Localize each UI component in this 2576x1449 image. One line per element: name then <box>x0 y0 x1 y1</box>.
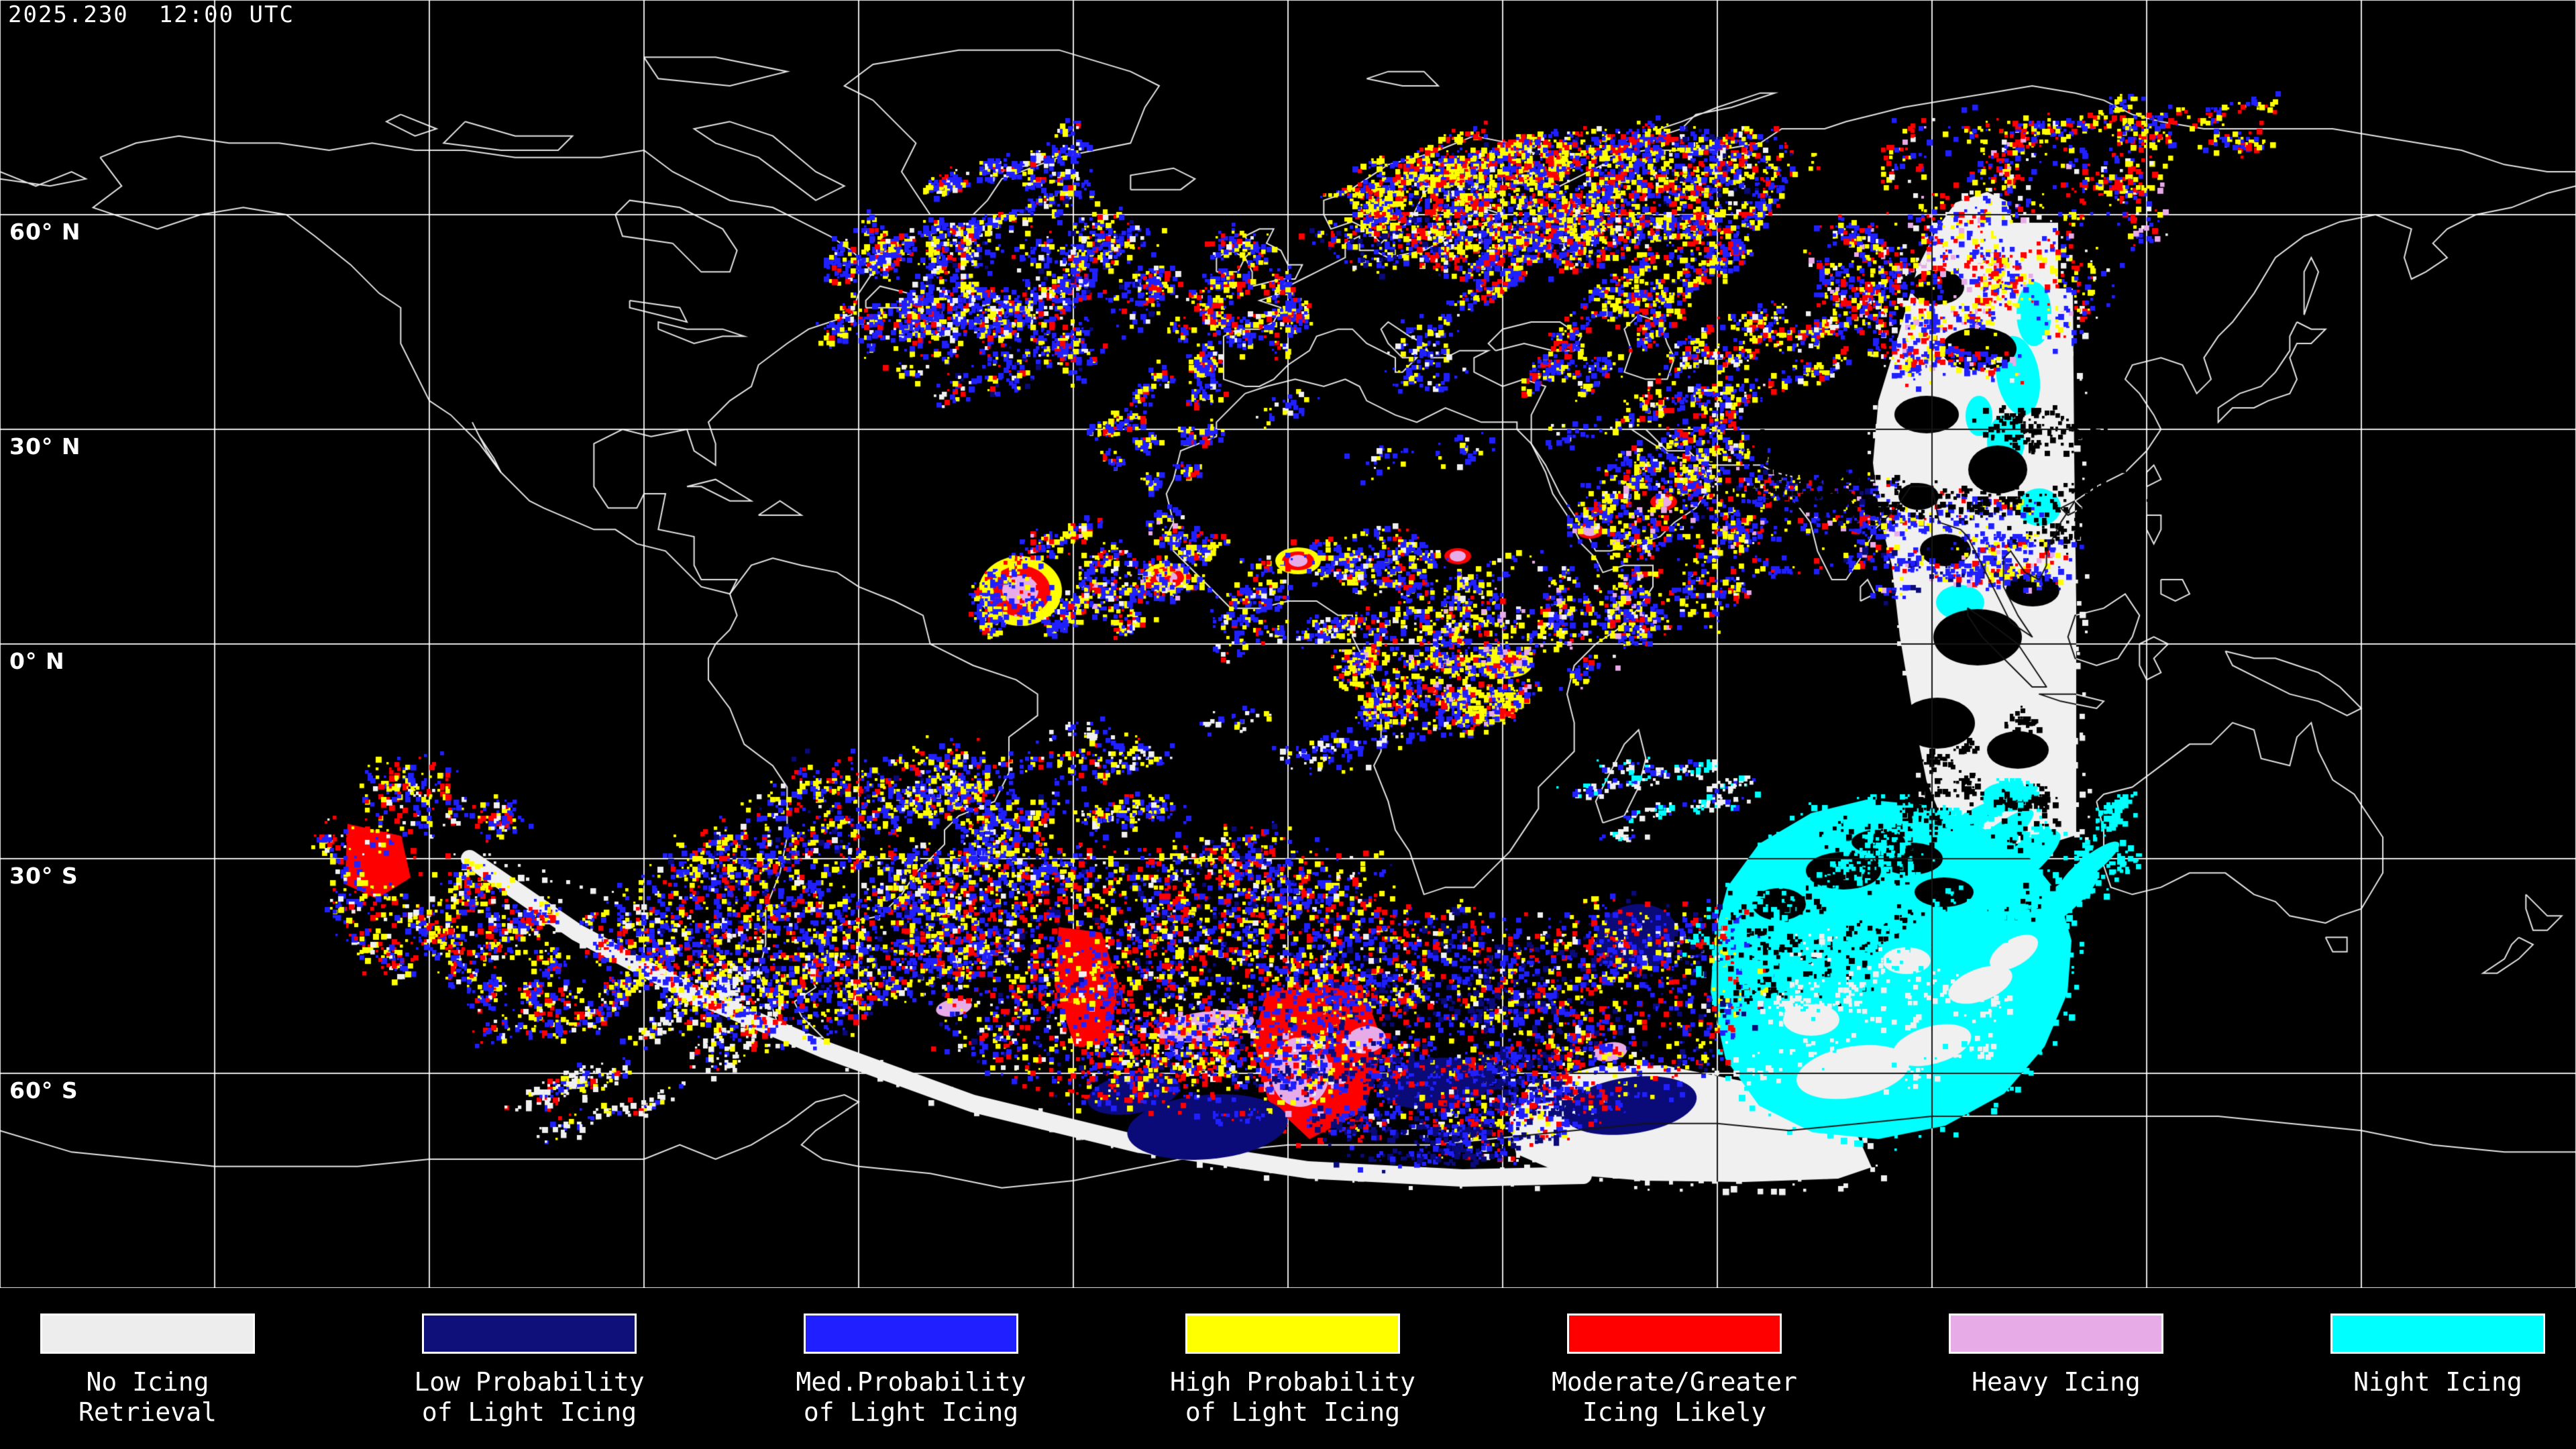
legend-swatch-high-prob <box>1185 1313 1400 1354</box>
legend-item-night: Night Icing <box>2330 1313 2545 1397</box>
legend-swatch-low-prob <box>422 1313 637 1354</box>
world-icing-map: 2025.230 12:00 UTC 60° N 30° N 0° N 30° … <box>0 0 2576 1288</box>
legend-label-low-prob: Low Probability of Light Icing <box>414 1367 645 1427</box>
legend-label-night: Night Icing <box>2353 1367 2522 1397</box>
icing-map-canvas <box>0 0 2576 1288</box>
legend-item-moderate: Moderate/Greater Icing Likely <box>1552 1313 1797 1427</box>
legend-swatch-night <box>2330 1313 2545 1354</box>
legend: No Icing Retrieval Low Probability of Ligh… <box>0 1288 2576 1449</box>
latitude-label-60n: 60° N <box>9 219 81 245</box>
legend-label-med-prob: Med.Probability of Light Icing <box>796 1367 1026 1427</box>
legend-item-high-prob: High Probability of Light Icing <box>1170 1313 1415 1427</box>
legend-item-no-icing: No Icing Retrieval <box>40 1313 255 1427</box>
legend-item-med-prob: Med.Probability of Light Icing <box>796 1313 1026 1427</box>
latitude-label-0n: 0° N <box>9 648 65 674</box>
legend-item-heavy: Heavy Icing <box>1949 1313 2163 1397</box>
legend-label-heavy: Heavy Icing <box>1972 1367 2141 1397</box>
latitude-label-60s: 60° S <box>9 1077 78 1104</box>
legend-swatch-heavy <box>1949 1313 2163 1354</box>
latitude-label-30n: 30° N <box>9 433 81 460</box>
latitude-label-30s: 30° S <box>9 863 78 889</box>
legend-label-moderate: Moderate/Greater Icing Likely <box>1551 1367 1798 1427</box>
legend-label-no-icing: No Icing Retrieval <box>78 1367 217 1427</box>
legend-swatch-no-icing <box>40 1313 255 1354</box>
legend-swatch-moderate <box>1567 1313 1782 1354</box>
legend-label-high-prob: High Probability of Light Icing <box>1169 1367 1416 1427</box>
legend-swatch-med-prob <box>804 1313 1018 1354</box>
timestamp: 2025.230 12:00 UTC <box>8 1 294 28</box>
legend-item-low-prob: Low Probability of Light Icing <box>414 1313 645 1427</box>
